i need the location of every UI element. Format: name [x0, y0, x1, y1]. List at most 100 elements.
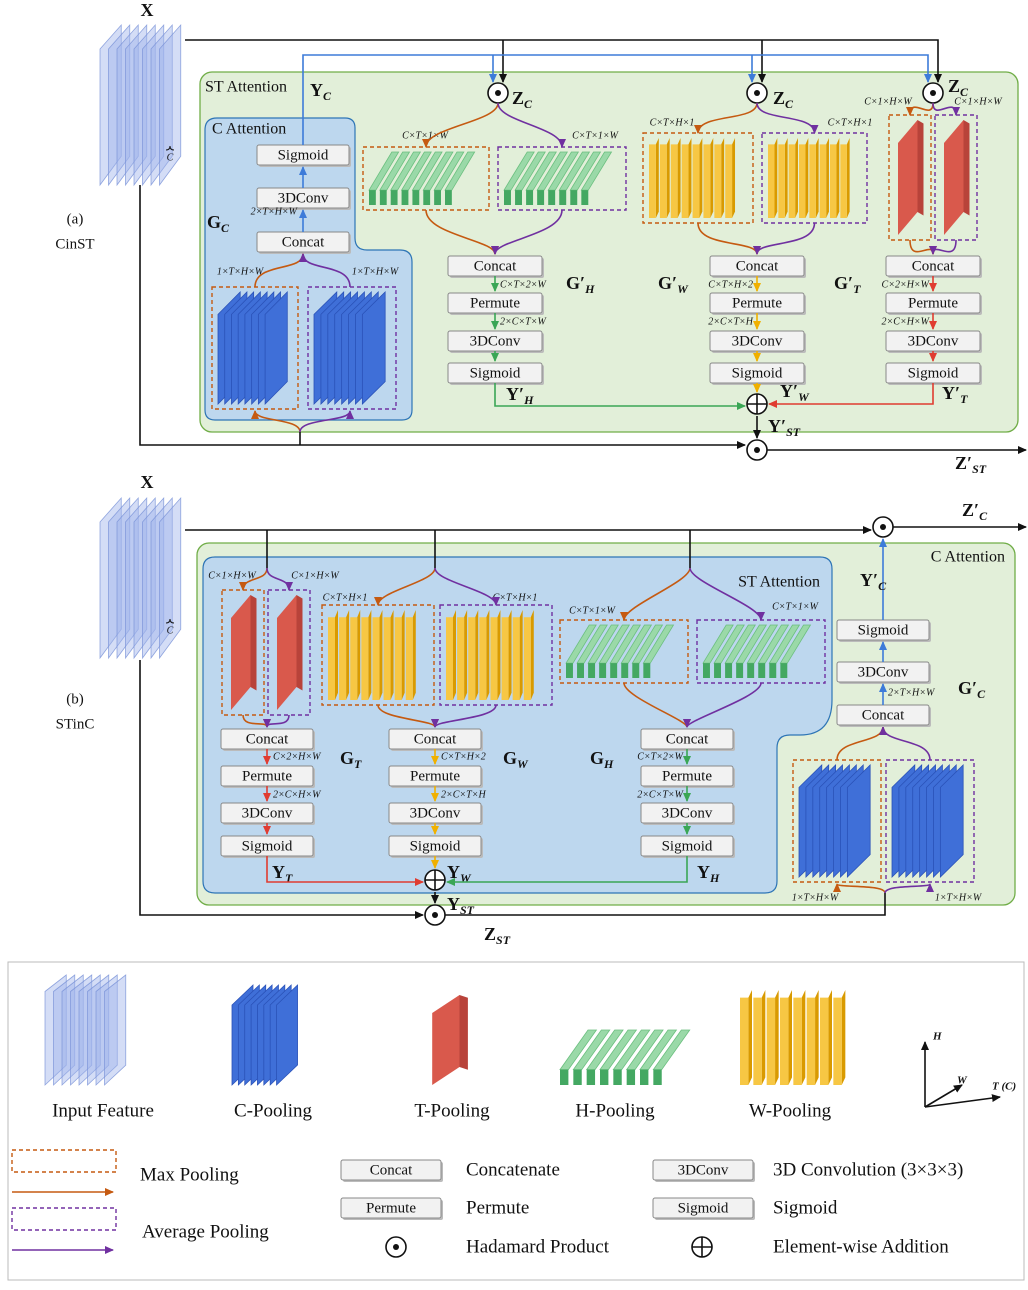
w-pool-front — [406, 617, 413, 700]
op-label: Concat — [282, 234, 325, 250]
w-pool-side — [520, 610, 523, 700]
legend-label: H-Pooling — [575, 1100, 655, 1121]
hadamard-dot — [495, 90, 501, 96]
op-label: Permute — [242, 768, 292, 784]
axis-label: W — [957, 1075, 968, 1087]
h-pool-front — [747, 663, 754, 678]
math-sub: C — [524, 97, 533, 111]
h-pool-front — [423, 190, 430, 205]
w-pool-side — [802, 990, 806, 1085]
math-sub: H — [709, 871, 720, 885]
hadamard-dot — [754, 90, 760, 96]
h-pool-front — [577, 663, 584, 678]
w-pool-front — [778, 144, 785, 218]
op-label: Permute — [470, 295, 520, 311]
op-label: Sigmoid — [858, 622, 909, 638]
dim-label: 2×C×H×W — [273, 789, 322, 800]
h-pool-front — [412, 190, 419, 205]
h-pool-front — [613, 1070, 621, 1085]
t-pool-side — [251, 595, 257, 690]
math-sub: H — [523, 393, 534, 407]
math-sub: C — [979, 509, 988, 523]
op-label: 3DConv — [908, 333, 959, 349]
op-label: Permute — [732, 295, 782, 311]
op-label: Concat — [912, 258, 955, 274]
h-pool-front — [391, 190, 398, 205]
op-label: 3DConv — [470, 333, 521, 349]
math-sub: H — [603, 757, 614, 771]
w-pool-side — [453, 610, 456, 700]
math-label: ZST — [484, 924, 511, 947]
dim-label: C×T×1×W — [772, 601, 819, 612]
w-pool-side — [815, 990, 819, 1085]
math-main: Z — [948, 76, 960, 96]
legend-label: T-Pooling — [414, 1100, 490, 1121]
math-sub: ST — [496, 933, 511, 947]
dim-label: 1×T×H×W — [792, 892, 840, 903]
w-pool-side — [413, 610, 416, 700]
math-main: G — [207, 212, 221, 232]
h-pool-front — [610, 663, 617, 678]
w-pool-front — [361, 617, 368, 700]
op-label: Sigmoid — [470, 365, 521, 381]
dim-label: C×T×H×1 — [493, 592, 538, 603]
w-pool-side — [816, 138, 819, 218]
h-pool-front — [581, 190, 588, 205]
t-pool-face — [432, 995, 459, 1085]
op-label: Permute — [366, 1200, 416, 1216]
dim-label: C×1×H×W — [954, 96, 1003, 107]
op-label: Concat — [414, 731, 457, 747]
w-pool-front — [457, 617, 464, 700]
w-pool-front — [328, 617, 335, 700]
h-pool-front — [570, 190, 577, 205]
h-pool-front — [526, 190, 533, 205]
dim-label: C×T×1×W — [569, 605, 616, 616]
h-pool-front — [653, 1070, 661, 1085]
dim-label: C×T×H×2 — [441, 751, 486, 762]
w-pool-front — [799, 144, 806, 218]
dim-label: 1×T×H×W — [935, 892, 983, 903]
w-pool-front — [660, 144, 667, 218]
w-pool-side — [379, 610, 382, 700]
h-pool-front — [537, 190, 544, 205]
w-pool-front — [339, 617, 346, 700]
h-pool-front — [736, 663, 743, 678]
w-pool-side — [847, 138, 850, 218]
dim-label: 1×T×H×W — [217, 266, 265, 277]
w-pool-side — [785, 138, 788, 218]
dim-label: C×1×H×W — [208, 570, 257, 581]
axis-label: H — [932, 1031, 942, 1043]
math-main: Y — [310, 80, 323, 100]
h-pool-front — [515, 190, 522, 205]
w-pool-front — [384, 617, 391, 700]
math-sub: W — [798, 390, 810, 404]
w-pool-side — [678, 138, 681, 218]
w-pool-side — [402, 610, 405, 700]
dim-label: C×T×H×2 — [708, 279, 753, 290]
hadamard-dot — [432, 912, 438, 918]
w-pool-front — [725, 144, 732, 218]
op-label: Concat — [736, 258, 779, 274]
w-pool-side — [775, 138, 778, 218]
w-pool-side — [762, 990, 766, 1085]
legend-label: Input Feature — [52, 1100, 154, 1121]
w-pool-side — [357, 610, 360, 700]
h-pool-front — [566, 663, 573, 678]
math-sub: T — [354, 757, 362, 771]
w-pool-side — [689, 138, 692, 218]
op-label: Sigmoid — [908, 365, 959, 381]
math-main: Y′ — [506, 384, 524, 404]
w-pool-front — [513, 617, 520, 700]
w-pool-front — [767, 998, 775, 1085]
op-label: 3DConv — [732, 333, 783, 349]
dim-label: C×T×1×W — [572, 130, 619, 141]
op-label: 3DConv — [858, 664, 909, 680]
op-label: 3DConv — [278, 190, 329, 206]
w-pool-side — [699, 138, 702, 218]
w-pool-front — [740, 998, 748, 1085]
w-pool-front — [753, 998, 761, 1085]
w-pool-front — [649, 144, 656, 218]
arrow — [925, 1085, 962, 1107]
w-pool-front — [809, 144, 816, 218]
w-pool-front — [820, 998, 828, 1085]
